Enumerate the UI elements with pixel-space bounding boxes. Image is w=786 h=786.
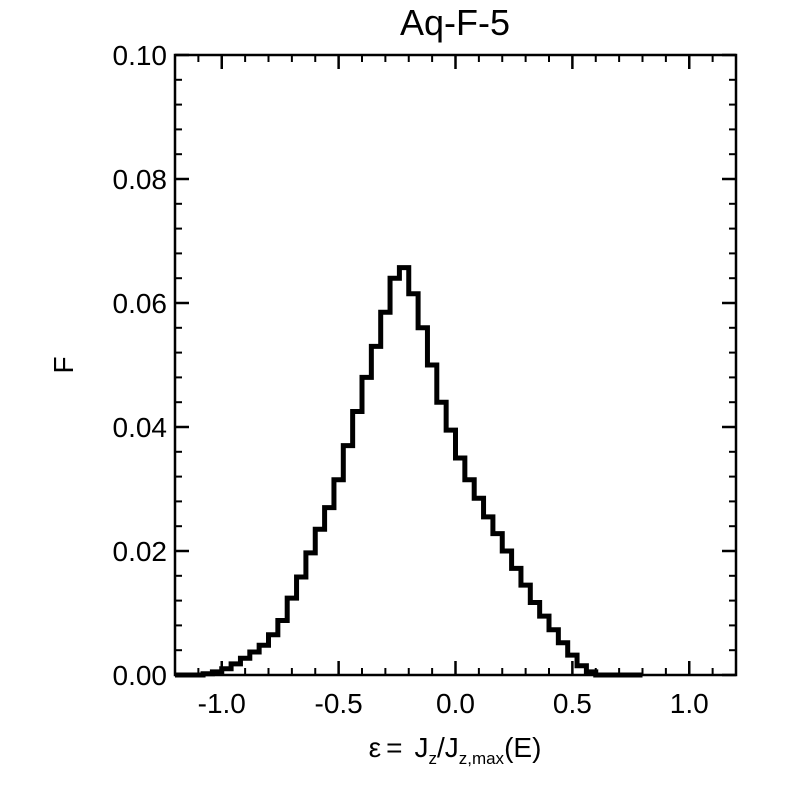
x-tick-labels: -1.0 -0.5 0.0 0.5 1.0 xyxy=(198,688,709,719)
x-tick-label: 0.5 xyxy=(553,688,592,719)
y-tick-label: 0.08 xyxy=(113,164,168,195)
y-tick-labels: 0.00 0.02 0.04 0.06 0.08 0.10 xyxy=(113,40,168,691)
y-tick-label: 0.10 xyxy=(113,40,168,71)
y-tick-label: 0.04 xyxy=(113,412,168,443)
plot-frame xyxy=(173,53,738,677)
x-tick-label: 0.0 xyxy=(436,688,475,719)
x-axis-label-equals: = xyxy=(386,732,402,763)
histogram-line xyxy=(175,265,643,678)
x-axis-label: ε = Jz/Jz,max(E) xyxy=(369,732,542,768)
x-axis-label-j: J xyxy=(414,732,428,763)
x-tick-label: -1.0 xyxy=(198,688,246,719)
y-tick-label: 0.02 xyxy=(113,536,168,567)
x-axis-label-jmax-sub: z,max xyxy=(459,749,505,768)
y-tick-label: 0.06 xyxy=(113,288,168,319)
y-axis-label: F xyxy=(48,356,79,373)
x-axis-label-j-sub: z xyxy=(428,749,437,768)
x-tick-label: 1.0 xyxy=(670,688,709,719)
x-axis-label-slash-j: /J xyxy=(437,732,459,763)
x-axis-label-epsilon: ε xyxy=(369,732,381,763)
chart-title: Aq-F-5 xyxy=(400,2,510,43)
axis-ticks xyxy=(175,53,736,677)
y-tick-label: 0.00 xyxy=(113,660,168,691)
x-axis-label-tail: (E) xyxy=(504,732,541,763)
x-tick-label: -0.5 xyxy=(315,688,363,719)
